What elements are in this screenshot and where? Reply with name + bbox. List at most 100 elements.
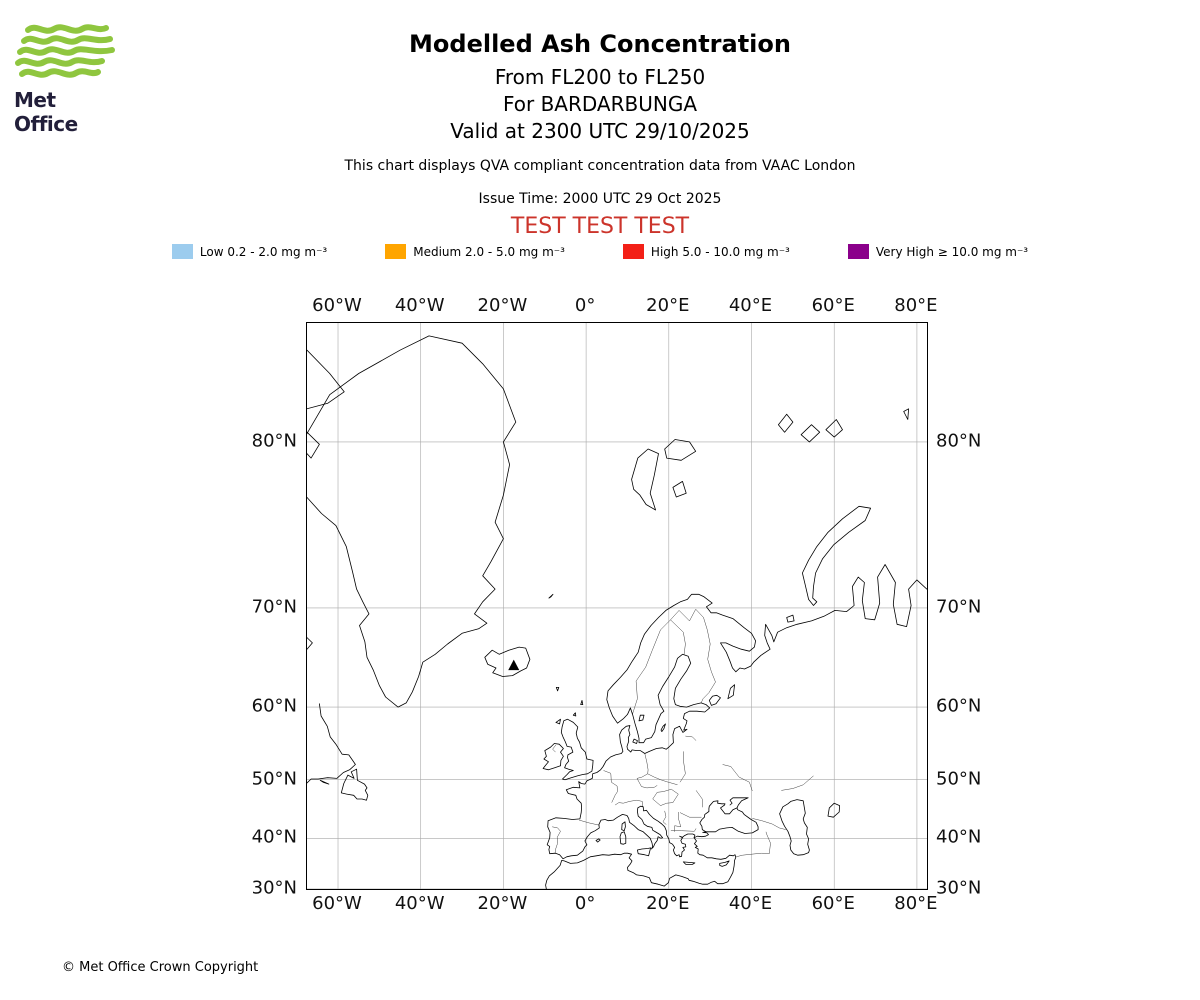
country-border bbox=[610, 774, 618, 803]
country-border bbox=[736, 852, 770, 858]
coastline bbox=[319, 779, 330, 785]
coastline bbox=[580, 700, 584, 705]
coastline bbox=[638, 714, 645, 722]
lon-label-bottom: 40°E bbox=[728, 893, 773, 914]
lon-label-bottom: 80°E bbox=[894, 893, 938, 914]
map-frame bbox=[306, 322, 928, 890]
coastline bbox=[729, 797, 749, 809]
legend-item: Very High ≥ 10.0 mg m⁻³ bbox=[847, 244, 1029, 259]
lon-label-top: 60°W bbox=[312, 295, 362, 316]
country-border bbox=[662, 810, 667, 825]
volcano-marker-icon bbox=[508, 659, 520, 671]
lon-label-bottom: 60°E bbox=[811, 893, 855, 914]
coastline bbox=[778, 413, 794, 433]
coastline bbox=[660, 723, 666, 732]
country-border bbox=[603, 770, 612, 775]
coastline bbox=[727, 684, 735, 700]
lon-label-top: 0° bbox=[574, 295, 596, 316]
lon-label-bottom: 40°W bbox=[394, 893, 445, 914]
lat-label-left: 30°N bbox=[251, 877, 297, 899]
coastline bbox=[307, 349, 345, 410]
coastline bbox=[827, 802, 840, 818]
coastline bbox=[595, 838, 601, 843]
coastline bbox=[719, 860, 730, 867]
legend-label: Low 0.2 - 2.0 mg m⁻³ bbox=[199, 244, 328, 259]
country-border bbox=[722, 764, 753, 792]
issue-time: Issue Time: 2000 UTC 29 Oct 2025 bbox=[478, 191, 722, 207]
country-border bbox=[644, 753, 649, 774]
country-border bbox=[700, 617, 716, 704]
coastline bbox=[307, 335, 517, 708]
coastline bbox=[825, 419, 843, 438]
coastline bbox=[307, 637, 313, 650]
country-border bbox=[679, 812, 702, 818]
legend-item: High 5.0 - 10.0 mg m⁻³ bbox=[622, 244, 790, 259]
legend-swatch bbox=[847, 244, 869, 259]
map-image bbox=[307, 323, 927, 889]
legend: Low 0.2 - 2.0 mg m⁻³ Medium 2.0 - 5.0 mg … bbox=[0, 244, 1200, 259]
coastline bbox=[786, 614, 795, 623]
legend-label: Very High ≥ 10.0 mg m⁻³ bbox=[875, 244, 1029, 259]
legend-swatch bbox=[171, 244, 193, 259]
coastline bbox=[637, 847, 651, 857]
coastline bbox=[699, 800, 759, 834]
legend-swatch bbox=[622, 244, 644, 259]
met-office-logo: Met Office bbox=[14, 22, 124, 136]
valid-time-subtitle: Valid at 2300 UTC 29/10/2025 bbox=[450, 119, 750, 143]
country-border bbox=[685, 735, 697, 741]
lat-label-right: 80°N bbox=[936, 430, 982, 452]
lat-label-right: 70°N bbox=[936, 596, 982, 618]
country-border bbox=[552, 826, 561, 854]
lat-label-left: 60°N bbox=[251, 695, 297, 717]
coastline bbox=[572, 712, 577, 717]
country-border bbox=[614, 799, 644, 807]
legend-item: Medium 2.0 - 5.0 mg m⁻³ bbox=[385, 244, 565, 259]
met-office-wordmark: Met Office bbox=[14, 88, 78, 136]
coastline bbox=[631, 448, 659, 511]
country-border bbox=[765, 831, 771, 854]
lat-label-left: 70°N bbox=[251, 596, 297, 618]
coastline bbox=[340, 768, 369, 801]
country-border bbox=[579, 819, 600, 826]
lon-label-top: 80°E bbox=[894, 295, 938, 316]
coastline bbox=[546, 564, 927, 860]
coastline bbox=[802, 505, 871, 606]
lon-label-top: 20°E bbox=[646, 295, 690, 316]
volcano-subtitle: For BARDARBUNGA bbox=[502, 92, 698, 116]
lat-label-left: 80°N bbox=[251, 430, 297, 452]
legend-item: Low 0.2 - 2.0 mg m⁻³ bbox=[171, 244, 328, 259]
lat-label-right: 60°N bbox=[936, 695, 982, 717]
country-border bbox=[652, 788, 679, 806]
page-title: Modelled Ash Concentration bbox=[409, 30, 791, 58]
coastline bbox=[555, 718, 561, 725]
legend-label: Medium 2.0 - 5.0 mg m⁻³ bbox=[413, 244, 565, 259]
coastline bbox=[548, 593, 554, 599]
coastline bbox=[307, 703, 356, 784]
lon-label-bottom: 0° bbox=[574, 893, 596, 914]
coastline bbox=[903, 408, 909, 420]
country-border bbox=[670, 608, 704, 622]
country-border bbox=[670, 619, 686, 655]
lat-label-left: 50°N bbox=[251, 768, 297, 790]
country-border bbox=[695, 790, 703, 808]
coastline bbox=[555, 687, 560, 692]
lat-label-right: 40°N bbox=[936, 826, 982, 848]
lon-label-top: 20°W bbox=[477, 295, 528, 316]
lon-label-top: 40°W bbox=[394, 295, 445, 316]
lat-label-left: 40°N bbox=[251, 826, 297, 848]
country-border bbox=[670, 828, 697, 832]
lon-label-bottom: 20°E bbox=[646, 893, 690, 914]
country-border bbox=[647, 773, 678, 786]
coastline bbox=[800, 424, 821, 443]
lat-label-right: 50°N bbox=[936, 768, 982, 790]
coastline bbox=[619, 831, 627, 845]
lon-label-bottom: 60°W bbox=[312, 893, 362, 914]
qva-note: This chart displays QVA compliant concen… bbox=[344, 158, 856, 174]
coastline bbox=[672, 481, 687, 498]
coastline bbox=[632, 738, 638, 744]
country-border bbox=[781, 775, 814, 791]
country-border bbox=[752, 818, 786, 830]
country-border bbox=[674, 812, 682, 832]
title-block: Modelled Ash Concentration From FL200 to… bbox=[0, 30, 1200, 145]
test-banner: TEST TEST TEST bbox=[510, 214, 690, 239]
